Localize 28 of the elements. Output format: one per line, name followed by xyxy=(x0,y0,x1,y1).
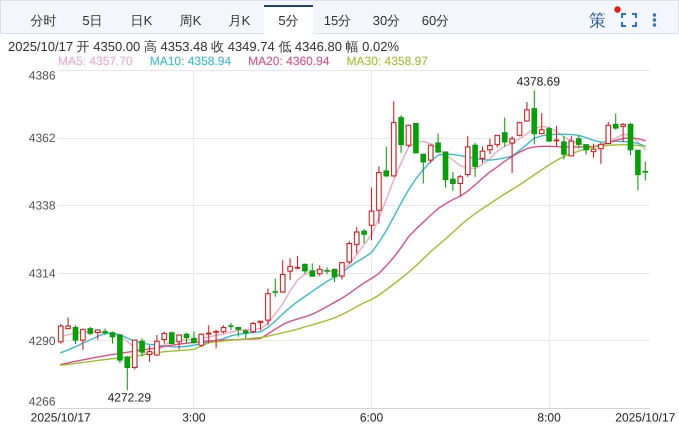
text: MA5: 4357.70 xyxy=(58,54,133,68)
text: MA10: 4358.94 xyxy=(150,54,232,68)
selected-tab: 5分 xyxy=(264,5,313,35)
tab-label: 周K xyxy=(178,12,202,30)
x-tick-label: 2025/10/17 xyxy=(30,410,92,424)
tab-label: 日K xyxy=(130,12,154,30)
x-tick-label: 8:00 xyxy=(537,410,562,424)
y-tick-label: 4362 xyxy=(28,131,56,146)
text: MA20: 4360.94 xyxy=(248,54,330,68)
annotation: 4272.29 xyxy=(108,390,152,404)
text: MA30: 4358.97 xyxy=(346,54,428,68)
tab-label: 15分 xyxy=(322,12,352,30)
tab-label: 5日 xyxy=(81,12,104,30)
tab-label: 月K xyxy=(228,12,252,30)
x-tick-label: 6:00 xyxy=(360,410,384,424)
tab-label: 分时 xyxy=(30,12,58,30)
y-tick-label: 4338 xyxy=(28,198,56,213)
chart-title: 2025/10/17 开 4350.00 高 4353.48 收 4349.74 低 4346.80 幅 0.02% xyxy=(8,39,400,54)
x-tick-label: 3:00 xyxy=(182,410,206,424)
y-tick-label: 4290 xyxy=(28,334,56,348)
tab-label: 30分 xyxy=(372,12,402,30)
tab-label: 策 xyxy=(589,10,606,32)
x-tick-label: 2025/10/17 xyxy=(615,410,676,424)
y-tick-label: 4266 xyxy=(28,394,56,408)
y-tick-label: 4314 xyxy=(28,266,56,280)
tab-label: 60分 xyxy=(420,12,450,30)
y-tick-label: 4386 xyxy=(28,68,56,82)
annotation: 4378.69 xyxy=(516,74,560,89)
